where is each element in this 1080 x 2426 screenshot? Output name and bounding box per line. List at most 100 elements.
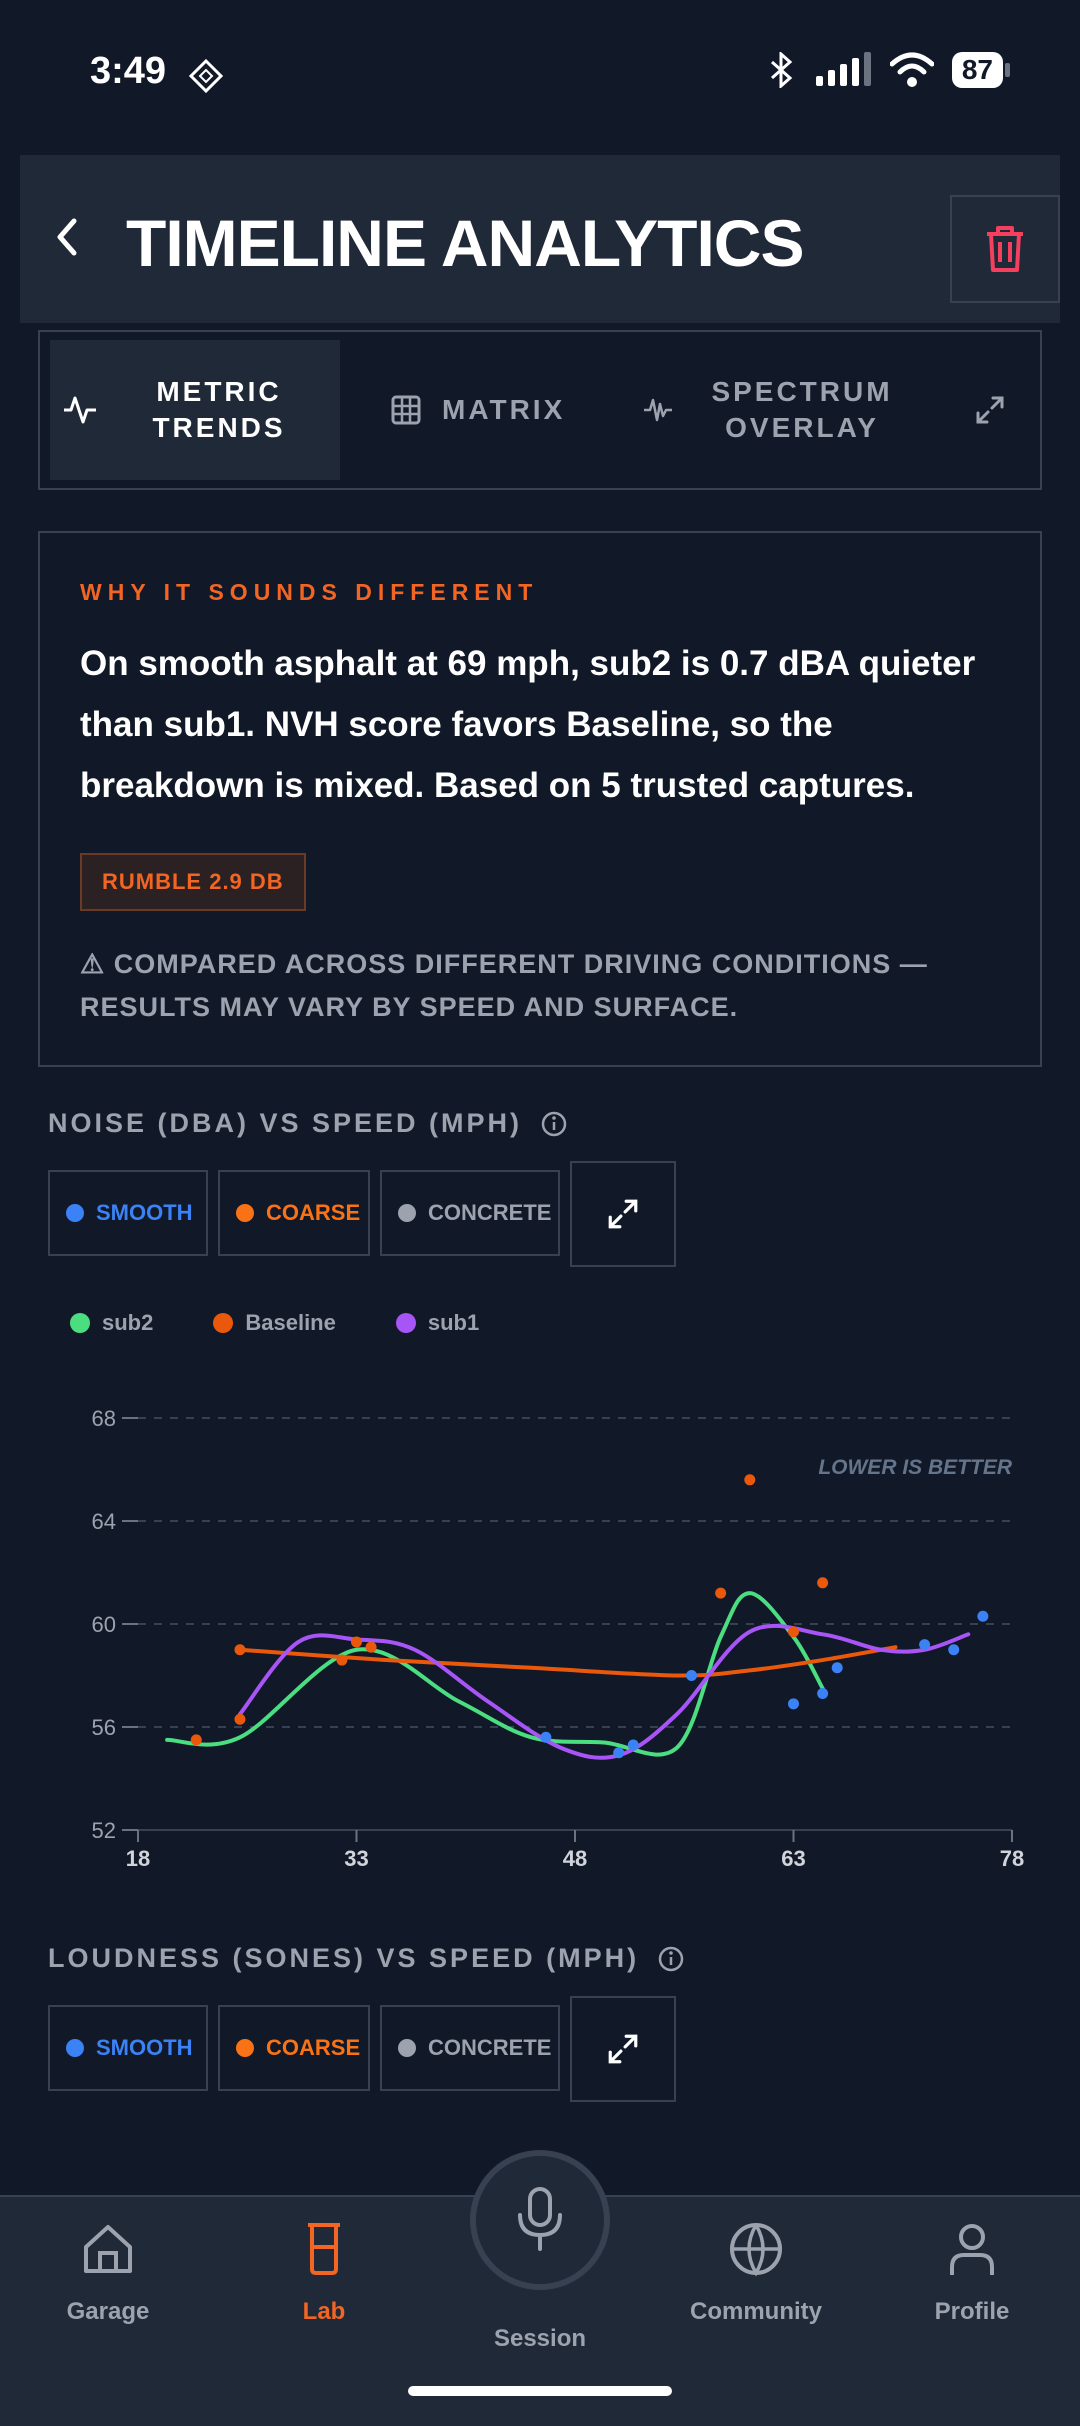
app-header: TIMELINE ANALYTICS xyxy=(20,155,1060,323)
y-tick-label: 52 xyxy=(92,1818,116,1843)
data-point-coarse xyxy=(365,1641,377,1653)
filter-label: SMOOTH xyxy=(96,1200,193,1225)
filter-smooth[interactable]: SMOOTH xyxy=(48,1170,208,1256)
conditions-warning: ⚠ COMPARED ACROSS DIFFERENT DRIVING COND… xyxy=(80,949,928,1022)
concrete-dot xyxy=(398,1204,416,1222)
chart-legend: sub2 Baseline sub1 xyxy=(70,1310,479,1336)
battery-tip xyxy=(1005,63,1010,77)
tab-metric-trends[interactable]: METRIC TRENDS xyxy=(50,340,340,480)
nav-label: Lab xyxy=(302,2298,346,2325)
filter-coarse[interactable]: COARSE xyxy=(218,2005,370,2091)
smooth-dot xyxy=(66,1204,84,1222)
nav-label: Session xyxy=(493,2325,587,2352)
filter-coarse[interactable]: COARSE xyxy=(218,1170,370,1256)
x-tick-label: 63 xyxy=(781,1846,805,1871)
insight-kicker: WHY IT SOUNDS DIFFERENT xyxy=(80,579,539,605)
info-icon[interactable] xyxy=(657,1945,685,1973)
info-icon[interactable] xyxy=(540,1110,568,1138)
data-point-coarse xyxy=(715,1587,727,1599)
nav-label: Community xyxy=(690,2298,822,2325)
loudness-section-label: LOUDNESS (SONES) VS SPEED (MPH) xyxy=(48,1943,640,1973)
insight-card: WHY IT SOUNDS DIFFERENT On smooth asphal… xyxy=(38,531,1042,1067)
nav-label: Garage xyxy=(66,2298,150,2325)
legend-dot xyxy=(70,1313,90,1333)
filter-label: SMOOTH xyxy=(96,2035,193,2060)
expand-icon xyxy=(976,396,1004,424)
tab-matrix[interactable]: MATRIX xyxy=(390,340,630,480)
waveform-icon xyxy=(644,398,672,422)
noise-speed-chart: 52 56 60 64 68 18 33 48 63 78 LOWER IS BETTER xyxy=(92,1406,1025,1871)
data-point-smooth xyxy=(831,1662,843,1674)
data-point-coarse xyxy=(336,1654,348,1666)
nav-item-community[interactable]: Community xyxy=(676,2221,836,2326)
nav-label: Profile xyxy=(934,2298,1010,2325)
coarse-dot xyxy=(236,1204,254,1222)
x-tick-label: 78 xyxy=(1000,1846,1024,1871)
series-line-sub2 xyxy=(165,1591,825,1757)
tab-label-line2: OVERLAY xyxy=(725,412,879,443)
chart-annotation: LOWER IS BETTER xyxy=(818,1456,1013,1479)
nav-item-garage[interactable]: Garage xyxy=(28,2221,188,2326)
loudness-chart-expand-button[interactable] xyxy=(570,1996,676,2102)
tab-label-line1: METRIC xyxy=(156,375,282,407)
home-indicator xyxy=(408,2386,672,2396)
tab-spectrum-overlay[interactable]: SPECTRUM OVERLAY xyxy=(620,340,930,480)
legend-dot xyxy=(395,1313,416,1333)
data-point-smooth xyxy=(686,1670,698,1681)
data-point-coarse xyxy=(351,1636,362,1648)
record-session-button[interactable] xyxy=(470,2150,610,2290)
loudness-section-title: LOUDNESS (SONES) VS SPEED (MPH) xyxy=(48,1943,685,1974)
filter-concrete[interactable]: CONCRETE xyxy=(380,1170,560,1256)
view-tabs: METRIC TRENDS MATRIX SPECTRUM OVERLAY xyxy=(38,330,1042,490)
noise-section-title: NOISE (DBA) VS SPEED (MPH) xyxy=(48,1108,568,1139)
smooth-dot xyxy=(66,2039,84,2057)
filter-concrete[interactable]: CONCRETE xyxy=(380,2005,560,2091)
signal-icon xyxy=(815,52,871,86)
noise-chart-expand-button[interactable] xyxy=(570,1161,676,1267)
data-point-coarse xyxy=(788,1626,799,1638)
filter-label: COARSE xyxy=(266,1200,361,1225)
data-point-smooth xyxy=(919,1639,931,1651)
wifi-icon xyxy=(889,52,934,87)
legend-item-sub2[interactable]: sub2 xyxy=(70,1310,153,1336)
legend-item-baseline[interactable]: Baseline xyxy=(213,1310,336,1336)
data-point-smooth xyxy=(540,1731,552,1743)
y-tick-label: 60 xyxy=(92,1612,116,1637)
series-line-sub1 xyxy=(237,1623,971,1760)
rumble-chip: RUMBLE 2.9 DB xyxy=(80,853,306,911)
home-icon xyxy=(84,2225,132,2273)
legend-item-sub1[interactable]: sub1 xyxy=(395,1310,479,1336)
filter-smooth[interactable]: SMOOTH xyxy=(48,2005,208,2091)
data-point-smooth xyxy=(817,1688,829,1700)
tab-label-line2: TRENDS xyxy=(152,412,286,443)
trash-icon xyxy=(987,226,1023,272)
back-button[interactable] xyxy=(38,207,98,267)
globe-icon xyxy=(730,2223,782,2277)
data-point-smooth xyxy=(613,1747,625,1759)
nav-item-profile[interactable]: Profile xyxy=(892,2221,1052,2326)
data-point-smooth xyxy=(948,1644,960,1656)
delete-button[interactable] xyxy=(950,195,1060,303)
chevron-left-icon xyxy=(57,218,77,256)
insight-body: On smooth asphalt at 69 mph, sub2 is 0.7… xyxy=(80,644,976,805)
x-tick-label: 48 xyxy=(563,1846,587,1871)
series-line-baseline xyxy=(237,1645,898,1678)
user-icon xyxy=(950,2224,994,2275)
nav-item-lab[interactable]: Lab xyxy=(244,2221,404,2326)
microphone-icon xyxy=(518,2187,562,2251)
data-point-smooth xyxy=(977,1610,989,1622)
legend-label: Baseline xyxy=(245,1310,336,1335)
nfc-icon xyxy=(188,58,224,94)
battery-level: 87 xyxy=(951,52,1003,88)
page-title: TIMELINE ANALYTICS xyxy=(126,206,804,280)
data-point-coarse xyxy=(234,1713,246,1725)
y-tick-label: 68 xyxy=(92,1406,116,1431)
x-tick-label: 18 xyxy=(126,1846,150,1871)
nav-item-session[interactable]: Session xyxy=(460,2325,620,2353)
y-tick-label: 64 xyxy=(92,1509,116,1534)
concrete-dot xyxy=(398,2039,416,2057)
tab-label: MATRIX xyxy=(442,393,566,425)
expand-icon xyxy=(608,2034,638,2064)
tabs-expand-button[interactable] xyxy=(950,340,1030,480)
filter-label: CONCRETE xyxy=(428,1200,552,1225)
